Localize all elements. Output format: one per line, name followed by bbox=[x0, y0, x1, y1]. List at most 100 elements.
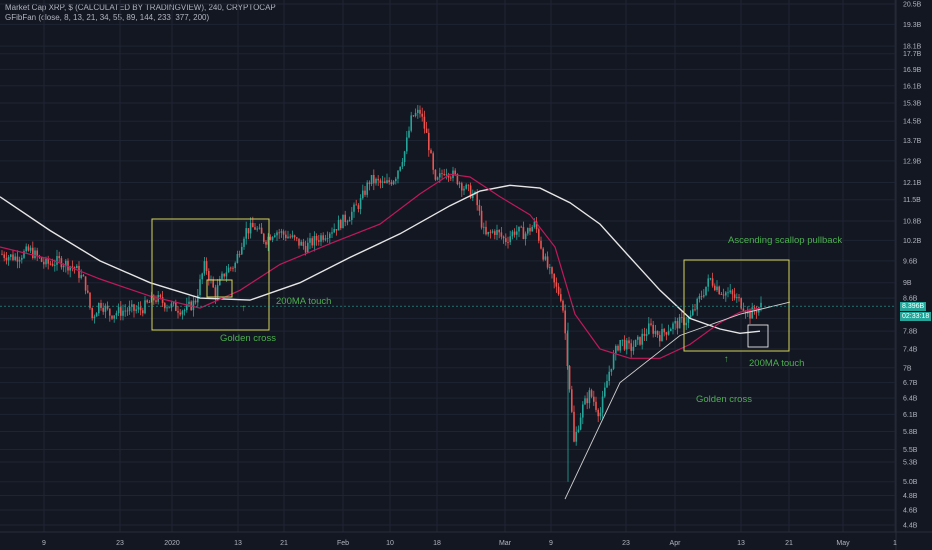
price-tick-label: 9B bbox=[903, 280, 912, 287]
candle-body bbox=[199, 279, 201, 296]
candle-body bbox=[276, 232, 278, 236]
candle-body bbox=[445, 174, 448, 176]
time-axis: 9 23 2020 13 21 Feb 10 18 Mar 9 23 Apr 13 21 May 1 bbox=[0, 531, 932, 547]
candle-body bbox=[410, 115, 412, 131]
time-tick-label: 13 bbox=[737, 540, 745, 547]
candle-body bbox=[639, 336, 641, 345]
candle-body bbox=[747, 309, 749, 314]
candle-body bbox=[458, 183, 461, 185]
candle-body bbox=[260, 227, 263, 234]
candle-body bbox=[423, 116, 426, 129]
candle-body bbox=[25, 246, 27, 252]
candle-body bbox=[296, 237, 298, 239]
candle-body bbox=[245, 228, 247, 239]
candle-body bbox=[551, 267, 553, 274]
candle-body bbox=[188, 301, 190, 305]
candle-body bbox=[659, 335, 661, 342]
candle-body bbox=[656, 330, 659, 336]
candle-body bbox=[252, 222, 254, 228]
candle-body bbox=[201, 273, 203, 280]
candle-body bbox=[516, 231, 518, 235]
candle-body bbox=[626, 340, 628, 350]
price-tick-label: 4.6B bbox=[903, 507, 918, 514]
annotation-boxes bbox=[0, 218, 896, 352]
candle-body bbox=[111, 315, 113, 319]
candle-body bbox=[47, 258, 49, 264]
candle-body bbox=[619, 340, 621, 351]
candle-body bbox=[298, 238, 300, 246]
price-tick-label: 11.5B bbox=[903, 197, 921, 204]
candle-body bbox=[399, 166, 401, 171]
candle-body bbox=[113, 315, 115, 319]
candle-body bbox=[590, 390, 593, 397]
candle-body bbox=[645, 334, 648, 336]
candle-body bbox=[454, 170, 456, 175]
candle-body bbox=[212, 279, 214, 288]
candle-body bbox=[241, 246, 243, 255]
candle-body bbox=[727, 292, 729, 294]
candle-body bbox=[456, 174, 459, 185]
candle-body bbox=[34, 250, 36, 259]
candle-body bbox=[654, 330, 657, 334]
candle-body bbox=[608, 371, 610, 382]
candle-body bbox=[522, 226, 525, 240]
candle-body bbox=[78, 265, 80, 278]
candle-body bbox=[425, 128, 428, 133]
candle-body bbox=[291, 235, 294, 238]
candle-body bbox=[483, 226, 485, 228]
candle-body bbox=[496, 229, 498, 235]
candle-body bbox=[353, 204, 355, 212]
candle-body bbox=[76, 265, 78, 269]
price-tick-label: 20.5B bbox=[903, 2, 922, 9]
candle-body bbox=[300, 241, 302, 246]
candle-body bbox=[718, 286, 720, 295]
candle-body bbox=[720, 294, 723, 295]
candle-body bbox=[678, 317, 681, 329]
candle-body bbox=[128, 306, 131, 312]
candle-body bbox=[221, 273, 223, 279]
candle-body bbox=[159, 294, 162, 298]
time-tick-label: 21 bbox=[785, 540, 793, 547]
candle-body bbox=[555, 282, 558, 287]
candle-body bbox=[577, 429, 580, 432]
candle-body bbox=[144, 300, 146, 314]
candle-body bbox=[256, 228, 258, 230]
price-tick-label: 17.7B bbox=[903, 51, 922, 58]
annotation-golden-cross-1: Golden cross bbox=[220, 333, 276, 344]
candle-body bbox=[357, 205, 360, 209]
candle-body bbox=[271, 237, 274, 240]
candle-body bbox=[192, 300, 195, 311]
candle-body bbox=[120, 307, 122, 316]
candle-body bbox=[340, 219, 342, 229]
candle-body bbox=[751, 307, 753, 319]
candle-body bbox=[740, 298, 742, 309]
candle-body bbox=[282, 231, 285, 235]
candle-body bbox=[641, 333, 643, 345]
candle-body bbox=[274, 235, 276, 238]
time-tick-label: 18 bbox=[433, 540, 441, 547]
candle-body bbox=[219, 278, 221, 286]
candle-body bbox=[729, 290, 731, 293]
time-tick-label: 10 bbox=[386, 540, 394, 547]
candle-body bbox=[632, 346, 635, 351]
candle-body bbox=[12, 254, 14, 261]
candle-body bbox=[80, 275, 82, 278]
candle-body bbox=[386, 180, 388, 184]
candle-body bbox=[705, 286, 707, 296]
candle-body bbox=[98, 302, 100, 314]
candle-body bbox=[685, 322, 687, 326]
candle-body bbox=[557, 286, 560, 295]
candle-body bbox=[208, 270, 210, 280]
candle-body bbox=[447, 174, 450, 178]
price-tick-label: 15.3B bbox=[903, 101, 922, 108]
candle-body bbox=[617, 345, 619, 351]
candle-body bbox=[324, 238, 327, 240]
candle-body bbox=[421, 113, 423, 117]
price-tick-label: 12.9B bbox=[903, 158, 922, 165]
candle-body bbox=[478, 205, 481, 211]
indicator-legend[interactable]: GFibFan (close, 8, 13, 21, 34, 55, 89, 1… bbox=[5, 13, 210, 22]
candle-body bbox=[441, 173, 443, 175]
candle-body bbox=[395, 178, 397, 182]
candle-body bbox=[487, 231, 489, 235]
